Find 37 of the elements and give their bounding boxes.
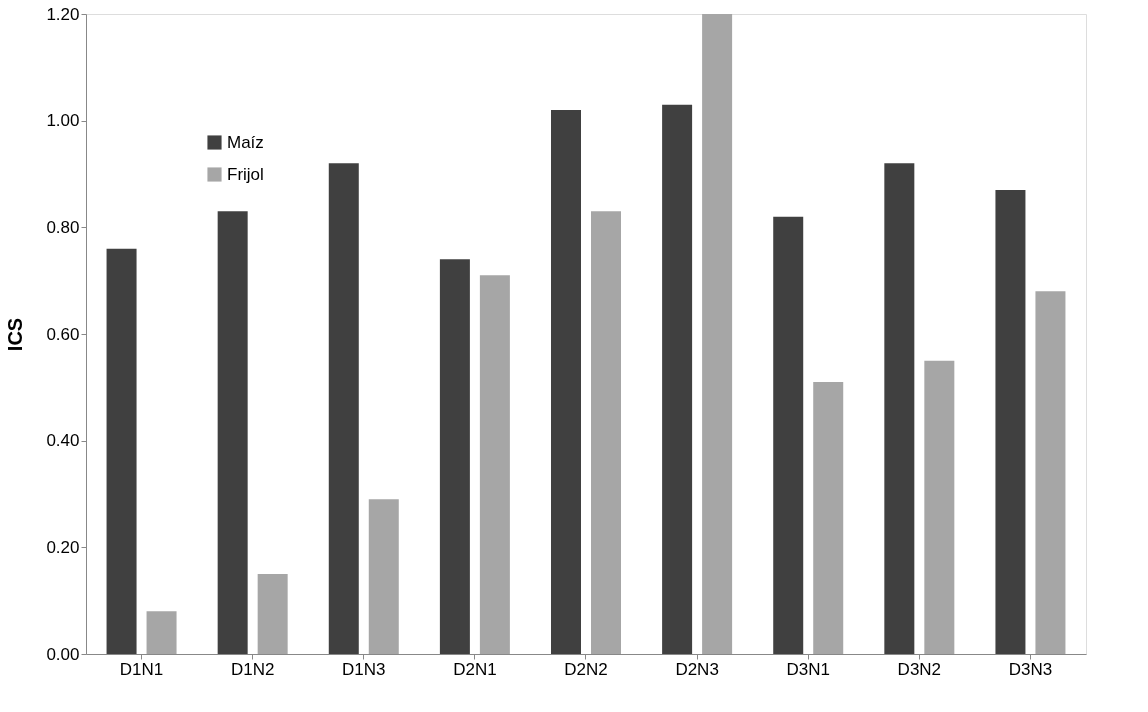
bar — [328, 163, 359, 654]
bar — [106, 248, 137, 654]
x-tick-label: D3N2 — [897, 659, 942, 679]
bar — [995, 190, 1026, 654]
bar — [439, 259, 470, 654]
legend-label: Frijol — [227, 164, 264, 184]
x-tick-label: D1N2 — [230, 659, 275, 679]
x-tick-label: D2N3 — [675, 659, 719, 679]
y-tick-label: 0.60 — [46, 324, 80, 344]
y-tick-label: 0.80 — [46, 217, 80, 237]
bar — [591, 211, 621, 654]
bar — [662, 104, 693, 654]
bar — [146, 611, 177, 654]
y-tick-label: 0.20 — [46, 537, 80, 557]
x-tick-label: D3N3 — [1008, 659, 1053, 679]
x-tick-label: D2N2 — [564, 659, 608, 679]
y-axis-title: ICS — [4, 317, 27, 352]
bar — [702, 14, 733, 654]
bar — [368, 499, 399, 654]
bar — [257, 574, 288, 654]
bar — [813, 382, 844, 654]
y-tick-label: 1.00 — [46, 111, 80, 131]
x-tick-label: D1N3 — [342, 659, 386, 679]
x-tick-label: D2N1 — [453, 659, 497, 679]
y-tick-label: 1.20 — [46, 4, 80, 24]
bar — [884, 163, 915, 654]
bar — [479, 275, 510, 654]
bar — [773, 216, 804, 654]
bar — [217, 211, 248, 654]
x-tick-label: D3N1 — [786, 659, 830, 679]
legend-label: Maíz — [227, 132, 264, 152]
bar — [1035, 291, 1066, 654]
bar — [924, 360, 955, 654]
y-tick-label: 0.00 — [46, 644, 80, 664]
bar — [551, 110, 581, 654]
y-tick-label: 0.40 — [46, 431, 80, 451]
x-tick-label: D1N1 — [119, 659, 164, 679]
